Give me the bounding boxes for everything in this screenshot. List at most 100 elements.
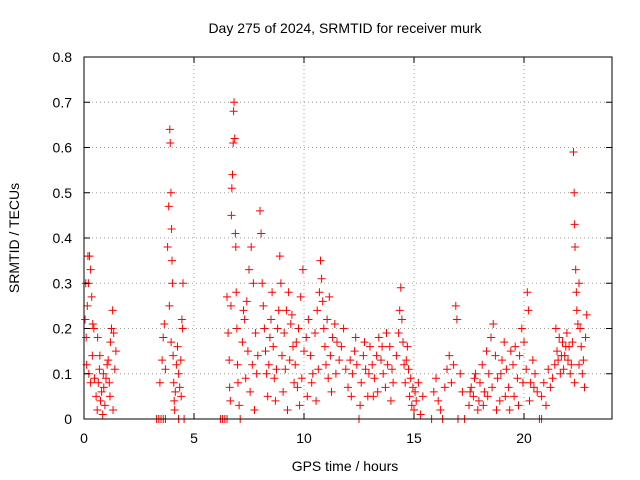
- data-point: [230, 134, 239, 143]
- data-point: [580, 383, 589, 392]
- data-point: [111, 347, 120, 356]
- data-point: [346, 356, 355, 365]
- data-point: [551, 324, 560, 333]
- data-point: [396, 283, 405, 292]
- data-point: [467, 383, 476, 392]
- data-point: [570, 220, 579, 229]
- data-point: [388, 365, 396, 374]
- data-point: [554, 356, 563, 365]
- data-point: [385, 342, 394, 351]
- data-point: [285, 356, 294, 365]
- data-point: [440, 383, 449, 392]
- data-point: [570, 378, 579, 387]
- data-point: [474, 396, 483, 405]
- data-point: [239, 306, 248, 315]
- data-point: [386, 396, 395, 405]
- data-point: [303, 392, 312, 401]
- data-point: [560, 351, 569, 360]
- data-point: [478, 360, 487, 369]
- data-point: [445, 351, 454, 360]
- data-point: [529, 383, 538, 392]
- data-point: [351, 333, 360, 342]
- data-point: [318, 297, 327, 306]
- data-point: [110, 365, 119, 374]
- data-point: [109, 329, 118, 338]
- data-point: [500, 338, 509, 347]
- data-point: [341, 365, 350, 374]
- data-point: [579, 356, 588, 365]
- data-point: [488, 383, 497, 392]
- data-point: [257, 229, 266, 238]
- data-point: [522, 365, 531, 374]
- data-point: [368, 360, 377, 369]
- data-point: [99, 369, 108, 378]
- data-point: [88, 319, 97, 328]
- data-point: [99, 383, 108, 392]
- data-point: [249, 279, 258, 288]
- data-point: [378, 342, 387, 351]
- data-point: [570, 188, 579, 197]
- data-point: [326, 351, 335, 360]
- data-point: [93, 405, 102, 414]
- data-point: [581, 333, 590, 342]
- data-point: [92, 392, 101, 401]
- data-point: [293, 383, 302, 392]
- data-point: [284, 288, 293, 297]
- data-point: [465, 401, 473, 410]
- data-point: [531, 369, 539, 378]
- data-point: [225, 383, 234, 392]
- data-point: [177, 392, 186, 401]
- data-point: [243, 347, 252, 356]
- data-point: [410, 405, 418, 414]
- data-point: [330, 319, 339, 328]
- data-point: [315, 288, 324, 297]
- data-point: [89, 324, 98, 333]
- data-point: [248, 360, 257, 369]
- data-point: [223, 292, 231, 301]
- data-point: [174, 369, 183, 378]
- data-point: [484, 369, 493, 378]
- data-point: [412, 396, 421, 405]
- data-point: [471, 369, 480, 378]
- x-tick-label: 20: [516, 430, 532, 446]
- data-point: [493, 374, 502, 383]
- data-point: [103, 360, 112, 369]
- data-point: [97, 387, 106, 396]
- data-point: [489, 319, 498, 328]
- data-point: [260, 324, 269, 333]
- data-point: [559, 365, 568, 374]
- data-point: [558, 338, 567, 347]
- data-point: [323, 315, 332, 324]
- data-point: [109, 405, 118, 414]
- data-point: [416, 410, 425, 419]
- chart-title: Day 275 of 2024, SRMTID for receiver mur…: [208, 20, 482, 36]
- data-point: [270, 374, 279, 383]
- data-point: [290, 378, 299, 387]
- data-point: [264, 360, 273, 369]
- data-point: [539, 378, 548, 387]
- data-point: [295, 401, 304, 410]
- x-tick-label: 10: [296, 430, 312, 446]
- data-point: [170, 396, 179, 405]
- data-point: [245, 265, 253, 274]
- data-point: [247, 243, 256, 252]
- data-point: [394, 329, 403, 338]
- data-point: [253, 351, 262, 360]
- data-point: [280, 329, 289, 338]
- data-point: [571, 243, 580, 252]
- data-point: [86, 378, 95, 387]
- data-point: [312, 396, 321, 405]
- data-point: [578, 369, 587, 378]
- data-point: [350, 347, 359, 356]
- data-point: [550, 360, 559, 369]
- data-point: [250, 405, 259, 414]
- data-point: [267, 315, 275, 324]
- data-point: [333, 338, 341, 347]
- plot-frame: [83, 56, 613, 420]
- data-point: [265, 333, 274, 342]
- data-point: [520, 338, 528, 347]
- data-point: [289, 342, 297, 351]
- data-point: [523, 288, 532, 297]
- data-point: [317, 274, 326, 283]
- data-point: [229, 107, 238, 116]
